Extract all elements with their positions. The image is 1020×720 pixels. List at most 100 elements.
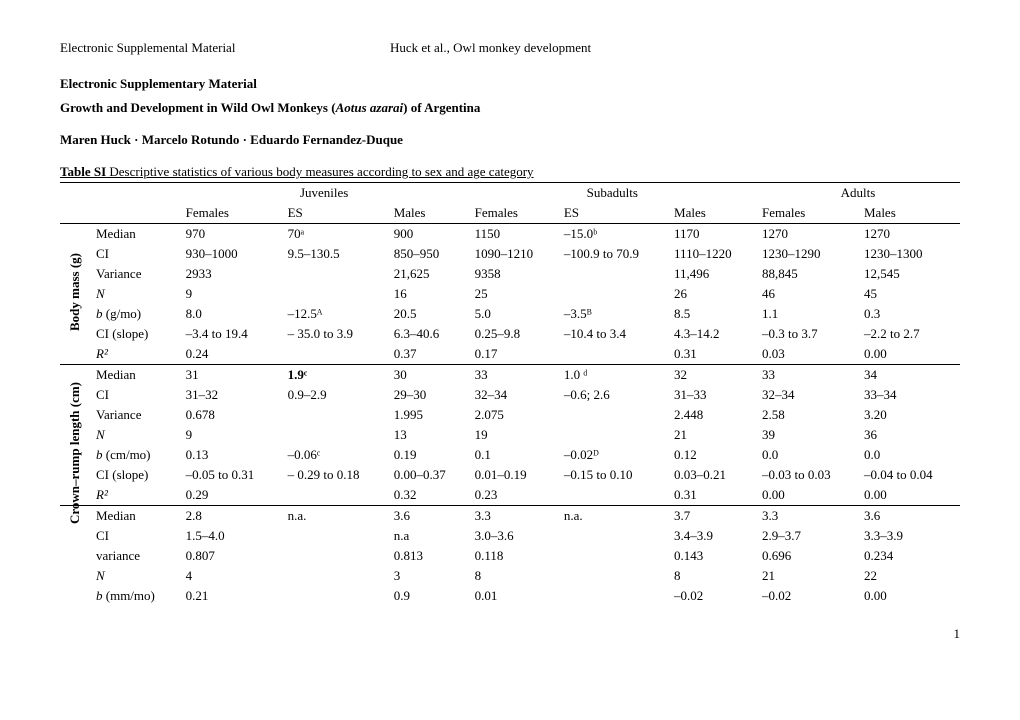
table-row: CI1.5–4.0n.a3.0–3.63.4–3.92.9–3.73.3–3.9 <box>60 526 960 546</box>
stat-label: N <box>90 284 180 304</box>
stat-cell: 20.5 <box>388 304 469 324</box>
block-label-cell: Crown–rump length (cm) <box>60 365 90 506</box>
stat-cell: 32–34 <box>756 385 858 405</box>
stat-label: CI <box>90 244 180 264</box>
stat-cell <box>558 344 668 365</box>
stat-label: N <box>90 425 180 445</box>
table-row: N91319213936 <box>60 425 960 445</box>
stat-cell: 19 <box>469 425 558 445</box>
stat-cell: 2.448 <box>668 405 756 425</box>
stat-cell: n.a <box>388 526 469 546</box>
stat-cell: 45 <box>858 284 960 304</box>
stat-cell: 1.9ᶜ <box>282 365 388 386</box>
stat-cell: 3.6 <box>858 506 960 527</box>
stat-cell <box>558 586 668 606</box>
stat-cell: –3.5ᴮ <box>558 304 668 324</box>
header-left: Electronic Supplemental Material <box>60 40 390 56</box>
stat-cell: –0.06ᶜ <box>282 445 388 465</box>
paper-title-post: ) of Argentina <box>403 100 480 115</box>
stat-cell: 32 <box>668 365 756 386</box>
stat-cell: –0.03 to 0.03 <box>756 465 858 485</box>
stat-cell: 3 <box>388 566 469 586</box>
paper-title: Growth and Development in Wild Owl Monke… <box>60 100 960 116</box>
stat-cell: 4 <box>180 566 282 586</box>
stat-cell: 0.03 <box>756 344 858 365</box>
table-row: Variance293321,625935811,49688,84512,545 <box>60 264 960 284</box>
authors: Maren Huck · Marcelo Rotundo · Eduardo F… <box>60 132 960 148</box>
stat-label: CI <box>90 385 180 405</box>
stat-cell: –0.6; 2.6 <box>558 385 668 405</box>
stat-cell: 0.01–0.19 <box>469 465 558 485</box>
stat-cell <box>282 586 388 606</box>
stat-cell: 8 <box>668 566 756 586</box>
stat-cell: 0.03–0.21 <box>668 465 756 485</box>
stat-cell: 3.4–3.9 <box>668 526 756 546</box>
stat-cell: –12.5ᴬ <box>282 304 388 324</box>
table-caption-label: Table SI <box>60 164 106 179</box>
stat-cell <box>282 566 388 586</box>
stat-cell <box>282 526 388 546</box>
stat-cell: 11,496 <box>668 264 756 284</box>
stat-cell: 21 <box>668 425 756 445</box>
stat-cell <box>282 344 388 365</box>
group-header-row: Juveniles Subadults Adults <box>60 183 960 204</box>
stat-cell: 4.3–14.2 <box>668 324 756 344</box>
stat-cell: –0.3 to 3.7 <box>756 324 858 344</box>
running-header: Electronic Supplemental Material Huck et… <box>60 40 960 56</box>
col-header: Males <box>858 203 960 224</box>
stat-cell <box>558 284 668 304</box>
paper-species: Aotus azarai <box>336 100 404 115</box>
stat-label: Median <box>90 506 180 527</box>
stat-cell: 0.0 <box>858 445 960 465</box>
col-header: Females <box>180 203 282 224</box>
stat-cell: 0.1 <box>469 445 558 465</box>
stat-cell: 33–34 <box>858 385 960 405</box>
table-row: R²0.240.370.170.310.030.00 <box>60 344 960 365</box>
stat-cell: 2.075 <box>469 405 558 425</box>
stat-label: b (mm/mo) <box>90 586 180 606</box>
col-header: Females <box>469 203 558 224</box>
stat-cell: 1230–1300 <box>858 244 960 264</box>
stat-cell <box>282 284 388 304</box>
stat-cell: 1270 <box>756 224 858 245</box>
stat-cell: 88,845 <box>756 264 858 284</box>
stat-cell <box>558 405 668 425</box>
stat-cell: 0.25–9.8 <box>469 324 558 344</box>
stat-cell <box>558 526 668 546</box>
stat-cell: 0.234 <box>858 546 960 566</box>
stat-cell: 70ᵃ <box>282 224 388 245</box>
stat-cell: 1230–1290 <box>756 244 858 264</box>
stat-label: b (cm/mo) <box>90 445 180 465</box>
table-row: b (g/mo)8.0–12.5ᴬ20.55.0–3.5ᴮ8.51.10.3 <box>60 304 960 324</box>
stat-cell: 0.01 <box>469 586 558 606</box>
stat-cell: 0.813 <box>388 546 469 566</box>
stat-cell: 1.1 <box>756 304 858 324</box>
col-header: Females <box>756 203 858 224</box>
stat-cell: 3.3 <box>756 506 858 527</box>
stat-cell: –0.02ᴰ <box>558 445 668 465</box>
stat-cell: 32–34 <box>469 385 558 405</box>
stat-cell: 31–32 <box>180 385 282 405</box>
table-caption-rest: Descriptive statistics of various body m… <box>106 164 533 179</box>
stat-label: CI <box>90 526 180 546</box>
stat-cell: 29–30 <box>388 385 469 405</box>
stat-cell: 0.807 <box>180 546 282 566</box>
stat-cell: 0.19 <box>388 445 469 465</box>
header-right: Huck et al., Owl monkey development <box>390 40 591 56</box>
stat-cell: 8.0 <box>180 304 282 324</box>
stat-cell: 0.12 <box>668 445 756 465</box>
stat-cell: 0.9 <box>388 586 469 606</box>
stat-cell: 1170 <box>668 224 756 245</box>
stat-cell: 31–33 <box>668 385 756 405</box>
stat-cell: 1270 <box>858 224 960 245</box>
stat-cell: 9358 <box>469 264 558 284</box>
stat-cell: 5.0 <box>469 304 558 324</box>
stat-cell: 8 <box>469 566 558 586</box>
stat-cell: 3.6 <box>388 506 469 527</box>
stat-cell: 0.00 <box>858 586 960 606</box>
stat-cell: 21 <box>756 566 858 586</box>
stat-cell: 0.9–2.9 <box>282 385 388 405</box>
stat-cell: 9.5–130.5 <box>282 244 388 264</box>
page-number: 1 <box>60 626 960 642</box>
stat-cell <box>558 546 668 566</box>
